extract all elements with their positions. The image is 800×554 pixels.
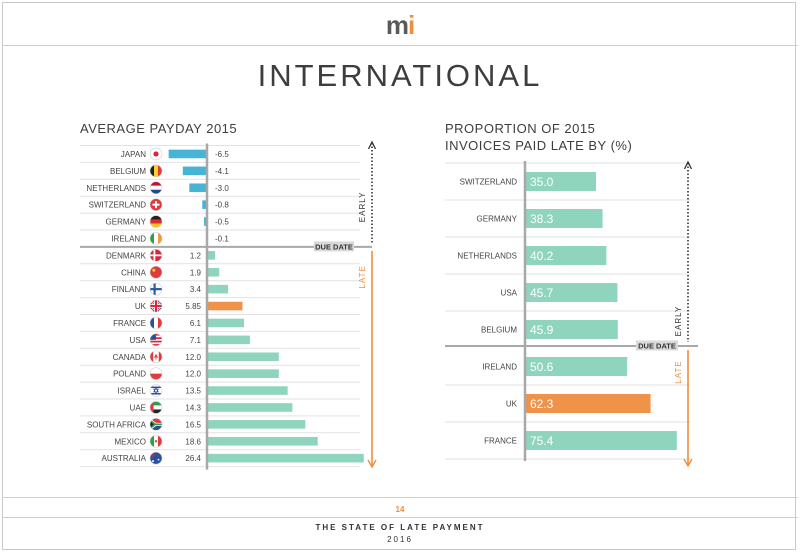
- page-number: 14: [395, 505, 405, 514]
- right-chart-title-line1: PROPORTION OF 2015: [445, 121, 596, 136]
- header-divider: [2, 45, 798, 46]
- footer-divider-bottom: [2, 517, 798, 518]
- right-chart-title: PROPORTION OF 2015 INVOICES PAID LATE BY…: [445, 120, 632, 154]
- left-chart-title: AVERAGE PAYDAY 2015: [80, 121, 238, 136]
- page-title: INTERNATIONAL: [257, 58, 543, 93]
- footer-title: THE STATE OF LATE PAYMENT: [315, 523, 485, 532]
- footer-divider-top: [2, 497, 798, 498]
- logo: mi: [385, 10, 415, 40]
- footer-year: 2016: [387, 535, 413, 544]
- right-chart-title-line2: INVOICES PAID LATE BY (%): [445, 138, 633, 153]
